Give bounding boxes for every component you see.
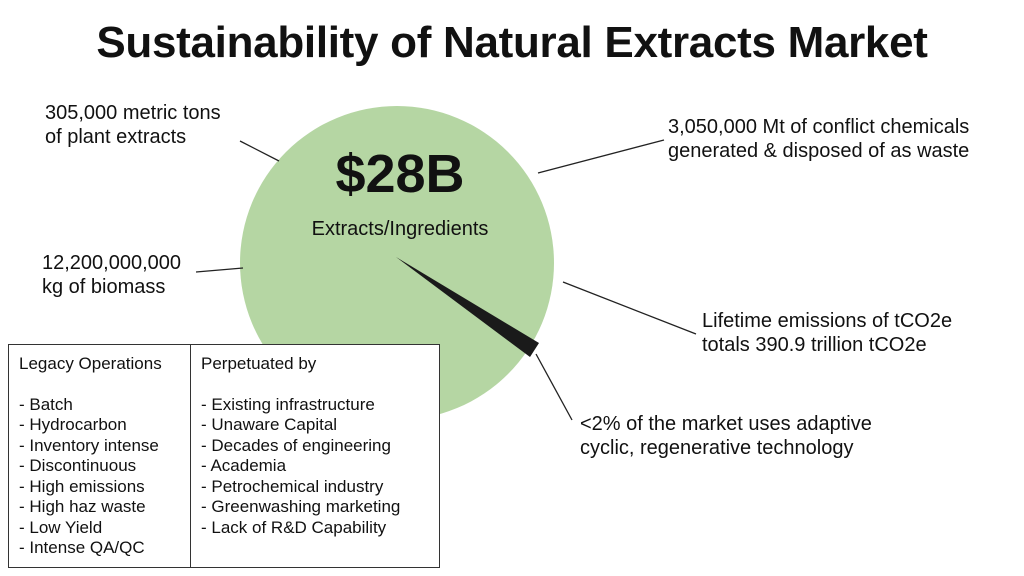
leader-line-top-left <box>239 140 280 162</box>
list-item: - High haz waste <box>19 497 146 516</box>
list-item: - Academia <box>201 456 287 475</box>
list-item: - Lack of R&D Capability <box>201 517 387 537</box>
list-item: - High emissions <box>19 476 145 496</box>
market-circle <box>240 106 554 420</box>
callout-line: 12,200,000,000 <box>42 252 182 274</box>
list-item: - Low Yield <box>19 517 103 537</box>
callout-line: 305,000 metric tons <box>45 102 221 124</box>
legacy-operations-list: - Batch - Hydrocarbon - Inventory intense -… <box>19 395 180 559</box>
leader-line-mid-right <box>562 281 697 335</box>
list-item: - Existing infrastructure <box>201 394 375 414</box>
market-size-label: Extracts/Ingredients <box>311 218 489 240</box>
list-item: - Greenwashing marketing <box>201 497 401 516</box>
list-item: - Decades of engineering <box>201 435 391 455</box>
perpetuated-by-list: - Existing infrastructure - Unaware Capit… <box>201 395 429 539</box>
callout-adaptive-technology: <2% of the market uses adaptive cyclic, … <box>580 412 872 460</box>
leader-line-bottom-right <box>535 353 573 421</box>
market-size-value: $28B <box>335 144 465 204</box>
list-item: - Petrochemical industry <box>201 476 384 496</box>
legacy-operations-header: Legacy Operations <box>19 354 162 373</box>
callout-plant-extracts: 305,000 metric tons of plant extracts <box>45 101 221 149</box>
callout-line: Lifetime emissions of tCO2e <box>702 310 953 332</box>
page-title: Sustainability of Natural Extracts Marke… <box>96 18 928 67</box>
callout-line: totals 390.9 trillion tCO2e <box>702 334 927 356</box>
list-item: - Batch <box>19 394 73 414</box>
legacy-operations-column: Legacy Operations - Batch - Hydrocarbon - … <box>9 345 191 567</box>
list-item: - Discontinuous <box>19 456 137 475</box>
list-item: - Inventory intense <box>19 435 159 455</box>
callout-conflict-chemicals: 3,050,000 Mt of conflict chemicals gener… <box>668 115 969 163</box>
callout-biomass: 12,200,000,000 kg of biomass <box>42 251 181 299</box>
callout-line: 3,050,000 Mt of conflict chemicals <box>668 116 970 138</box>
adaptive-tech-slice <box>396 257 539 357</box>
callout-line: generated & disposed of as waste <box>668 140 970 162</box>
callout-line: kg of biomass <box>42 276 166 298</box>
list-item: - Intense QA/QC <box>19 538 145 557</box>
callout-lifetime-emissions: Lifetime emissions of tCO2e totals 390.9… <box>702 309 952 357</box>
callout-line: cyclic, regenerative technology <box>580 437 854 459</box>
perpetuated-by-column: Perpetuated by - Existing infrastructure… <box>191 345 439 567</box>
leader-line-top-right <box>537 139 665 174</box>
leader-line-mid-left <box>195 267 244 273</box>
list-item: - Unaware Capital <box>201 415 338 434</box>
legacy-operations-table: Legacy Operations - Batch - Hydrocarbon - … <box>8 344 440 568</box>
perpetuated-by-header: Perpetuated by <box>201 354 317 373</box>
callout-line: of plant extracts <box>45 126 187 148</box>
callout-line: <2% of the market uses adaptive <box>580 413 872 435</box>
list-item: - Hydrocarbon <box>19 415 127 434</box>
